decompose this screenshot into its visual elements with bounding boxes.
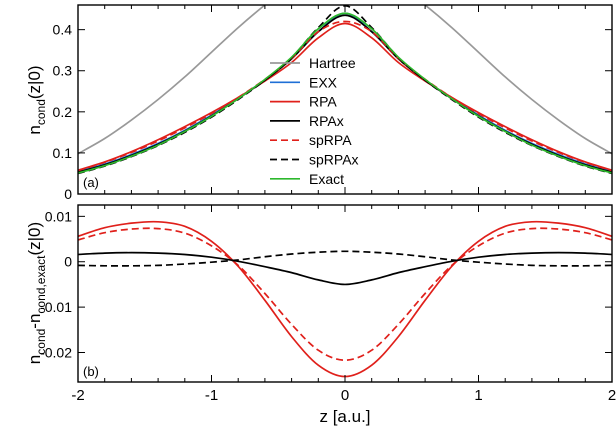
series-line-b-rpa xyxy=(78,220,612,378)
panel-b-frame xyxy=(77,204,613,383)
series-line-b-sprpax xyxy=(78,250,612,267)
y-tick-label-a: 0.1 xyxy=(53,145,73,161)
panel-b-ylabel: ncond-ncond,exact(z|0) xyxy=(25,222,48,364)
panel-a-yaxis: 0 0.1 0.2 0.3 0.4 xyxy=(53,22,612,202)
panel-b-ylabel-sub1: cond xyxy=(34,329,48,355)
panel-b-ylabel-tail: (z|0) xyxy=(25,222,44,256)
y-tick-label-a: 0.2 xyxy=(53,104,73,120)
legend-label-hartree: Hartree xyxy=(309,55,356,71)
legend: Hartree EXX RPA RPAx spRPA spRPAx Exact xyxy=(270,55,359,187)
panel-a-ylabel-sub: cond xyxy=(34,99,48,125)
x-tick-label: -1 xyxy=(205,387,218,404)
series-line-a-sprpax xyxy=(78,5,612,175)
x-tick-label: 2 xyxy=(608,387,616,404)
panel-a-ylabel: ncond(z|0) xyxy=(25,65,48,134)
series-line-b-rpax xyxy=(78,251,612,286)
series-line-a-rpa xyxy=(78,22,612,171)
legend-label-rpa: RPA xyxy=(309,94,337,110)
legend-label-rpax: RPAx xyxy=(309,113,344,129)
y-tick-label-b: 0.01 xyxy=(45,208,72,224)
series-line-b-sprpa xyxy=(78,227,612,362)
panel-b-ylabel-main: n xyxy=(25,355,44,364)
legend-label-sprpax: spRPAx xyxy=(309,152,359,168)
y-tick-label-a: 0.4 xyxy=(53,22,73,38)
legend-label-exact: Exact xyxy=(309,171,344,187)
panel-b: -0.02 -0.01 0 0.01 -2 -1 0 1 2 (b) ncond-ncond,… xyxy=(25,204,616,426)
panel-b-yaxis: -0.02 -0.01 0 0.01 xyxy=(40,208,612,361)
legend-label-exx: EXX xyxy=(309,74,338,90)
panel-a-label: (a) xyxy=(83,175,99,190)
y-tick-label-a: 0.3 xyxy=(53,63,73,79)
x-tick-label: 0 xyxy=(341,387,349,404)
panel-b-series xyxy=(78,220,612,378)
series-line-a-rpax xyxy=(78,14,612,174)
x-tick-label: 1 xyxy=(474,387,482,404)
panel-a: 0 0.1 0.2 0.3 0.4 (a) ncond(z|0) Hartree EXX R… xyxy=(25,4,613,202)
series-line-a-exact xyxy=(78,12,612,174)
series-line-a-hartree xyxy=(78,5,612,155)
x-axis-label: z [a.u.] xyxy=(319,407,370,426)
legend-label-sprpa: spRPA xyxy=(309,132,352,148)
x-tick-label: -2 xyxy=(71,387,84,404)
panel-a-series xyxy=(78,5,612,175)
panel-a-ylabel-tail: (z|0) xyxy=(25,65,44,99)
panel-a-ylabel-main: n xyxy=(25,125,44,134)
y-tick-label-b: 0 xyxy=(64,254,72,270)
panel-a-frame xyxy=(77,4,613,195)
y-tick-label-a: 0 xyxy=(64,186,72,202)
panel-b-ylabel-mid: -n xyxy=(25,314,44,329)
panel-b-label: (b) xyxy=(83,364,99,379)
y-tick-label-b: -0.01 xyxy=(40,299,72,315)
series-line-a-sprpa xyxy=(78,20,612,172)
y-tick-label-b: -0.02 xyxy=(40,345,72,361)
panel-b-ylabel-sub2: cond,exact xyxy=(34,255,48,314)
panel-b-xaxis: -2 -1 0 1 2 xyxy=(71,205,616,404)
